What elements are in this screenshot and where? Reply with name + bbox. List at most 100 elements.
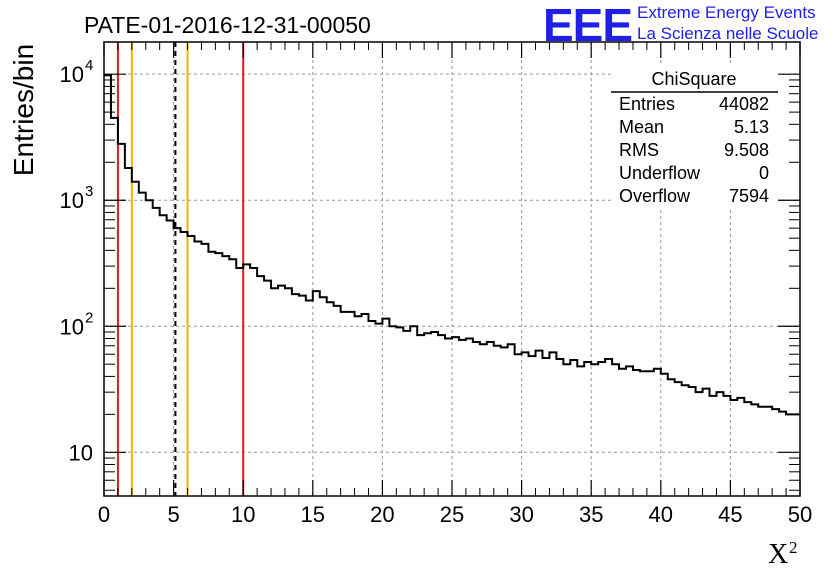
- histogram-bin: [167, 221, 174, 496]
- histogram-bin: [348, 312, 355, 496]
- histogram-bin: [250, 268, 257, 496]
- histogram-bin: [236, 268, 243, 496]
- stats-label-overflow: Overflow: [619, 186, 691, 206]
- histogram-bin: [598, 362, 605, 496]
- x-tick-label: 15: [301, 502, 325, 527]
- histogram-bin: [285, 288, 292, 496]
- histogram-bin: [522, 352, 529, 496]
- histogram-bin: [382, 319, 389, 496]
- y-tick-label: 10: [60, 62, 84, 87]
- y-tick-label: 10: [60, 188, 84, 213]
- histogram-bin: [417, 335, 424, 496]
- histogram-bin: [396, 327, 403, 496]
- histogram-bin: [466, 338, 473, 496]
- histogram-bin: [605, 359, 612, 496]
- histogram-bin: [445, 338, 452, 496]
- x-tick-label: 30: [509, 502, 533, 527]
- histogram-bin: [501, 347, 508, 496]
- histogram-bin: [222, 256, 229, 496]
- x-tick-label: 10: [231, 502, 255, 527]
- histogram-bin: [619, 369, 626, 496]
- histogram-bin: [188, 236, 195, 496]
- histogram-bin: [758, 407, 765, 496]
- histogram-bin: [160, 215, 167, 496]
- x-axis-title: X 2: [768, 538, 798, 570]
- histogram-bin: [786, 414, 793, 496]
- histogram-bin: [375, 324, 382, 496]
- histogram-bin: [737, 398, 744, 496]
- chart-title: PATE-01-2016-12-31-00050: [84, 12, 371, 38]
- histogram-bin: [111, 118, 118, 496]
- histogram-bin: [668, 379, 675, 496]
- histogram-bin: [278, 286, 285, 496]
- stats-value-rms: 9.508: [724, 140, 769, 160]
- histogram-bin: [689, 387, 696, 496]
- histogram-bin: [640, 371, 647, 496]
- histogram-bin: [355, 316, 362, 496]
- histogram-bars: [104, 74, 800, 496]
- x-axis-label: X: [768, 539, 788, 570]
- histogram-bin: [480, 344, 487, 496]
- logo-line-2: La Scienza nelle Scuole: [637, 24, 818, 43]
- x-tick-label: 35: [579, 502, 603, 527]
- stats-value-underflow: 0: [759, 163, 769, 183]
- histogram-bin: [292, 294, 299, 496]
- y-tick-label: 10: [60, 314, 84, 339]
- histogram-bin: [362, 314, 369, 496]
- histogram-bin: [716, 392, 723, 496]
- histogram-bin: [368, 321, 375, 496]
- histogram-bin: [320, 297, 327, 496]
- histogram-bin: [208, 252, 215, 496]
- histogram-bin: [515, 354, 522, 496]
- histogram-bin: [174, 228, 181, 496]
- histogram-bin: [710, 396, 717, 496]
- x-tick-label: 45: [718, 502, 742, 527]
- histogram-bin: [570, 360, 577, 496]
- y-tick-exponent: 4: [85, 57, 93, 74]
- histogram-bin: [452, 337, 459, 496]
- histogram-bin: [779, 412, 786, 496]
- x-tick-label: 0: [98, 502, 110, 527]
- histogram-bin: [612, 364, 619, 496]
- stats-label-mean: Mean: [619, 117, 664, 137]
- histogram-bin: [529, 356, 536, 496]
- histogram-bin: [633, 370, 640, 496]
- stats-label-rms: RMS: [619, 140, 659, 160]
- histogram-bin: [132, 182, 139, 496]
- histogram-bin: [299, 296, 306, 496]
- histogram-bin: [424, 333, 431, 496]
- x-tick-labels: 0 5 10 15 20 25 30 35 40 45 50: [98, 502, 812, 527]
- x-tick-label: 5: [167, 502, 179, 527]
- histogram-bin: [744, 402, 751, 496]
- histogram-bin: [549, 352, 556, 496]
- histogram-bin: [271, 288, 278, 496]
- histogram-bin: [542, 358, 549, 496]
- histogram-bin: [682, 385, 689, 496]
- histogram-bin: [201, 244, 208, 496]
- histogram-bin: [459, 340, 466, 496]
- axis-ticks: [103, 42, 801, 496]
- histogram-bin: [536, 351, 543, 496]
- histogram-bin: [229, 259, 236, 496]
- eee-logo: EEE Extreme Energy Events La Scienza nel…: [543, 0, 818, 51]
- histogram-bin: [125, 168, 132, 496]
- x-tick-label: 25: [440, 502, 464, 527]
- x-tick-label: 40: [649, 502, 673, 527]
- histogram-bin: [647, 371, 654, 496]
- y-tick-label: 10: [69, 440, 93, 465]
- y-tick-exponent: 3: [85, 183, 93, 200]
- histogram-bin: [494, 346, 501, 496]
- logo-eee: EEE: [543, 0, 632, 51]
- histogram-bin: [341, 312, 348, 496]
- histogram-bin: [403, 331, 410, 496]
- histogram-bin: [153, 208, 160, 496]
- stats-value-entries: 44082: [719, 94, 769, 114]
- histogram-bin: [696, 392, 703, 496]
- histogram-bin: [577, 366, 584, 496]
- stats-value-overflow: 7594: [729, 186, 769, 206]
- histogram-bin: [487, 342, 494, 496]
- histogram-bin: [654, 369, 661, 496]
- histogram-bin: [661, 374, 668, 496]
